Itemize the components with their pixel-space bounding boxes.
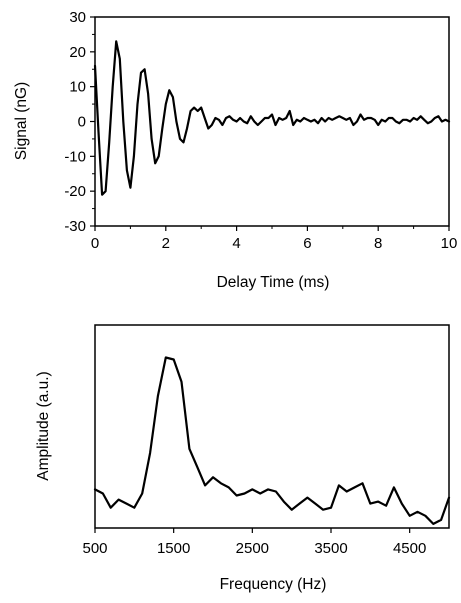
signal-time-chart: -30 -20 -10 0 10 20 30 0 2 4 6 8 10 Signal (nG) Del… (13, 9, 457, 291)
y-tick-label: 10 (69, 79, 86, 96)
y-tick-label: 0 (78, 114, 86, 131)
x-axis-label: Frequency (Hz) (220, 576, 327, 593)
x-tick-label: 6 (303, 235, 311, 252)
x-tick-label: 4 (232, 235, 240, 252)
y-tick-label: -30 (64, 218, 86, 235)
x-tick-label: 10 (441, 235, 458, 252)
x-tick-label: 2 (162, 235, 170, 252)
amplitude-series-line (93, 356, 451, 525)
x-tick-label: 1500 (157, 540, 190, 557)
x-ticks: 500 1500 2500 3500 4500 (82, 528, 426, 557)
y-tick-label: 20 (69, 44, 86, 61)
amplitude-frequency-chart: 500 1500 2500 3500 4500 Amplitude (a.u.) Fre… (35, 324, 451, 593)
x-tick-label: 4500 (393, 540, 426, 557)
x-tick-label: 8 (374, 235, 382, 252)
signal-series-line (93, 40, 451, 196)
x-axis-label: Delay Time (ms) (217, 274, 330, 291)
x-tick-label: 2500 (236, 540, 269, 557)
y-ticks: -30 -20 -10 0 10 20 30 (64, 9, 95, 235)
x-tick-label: 0 (91, 235, 99, 252)
y-axis-label: Signal (nG) (13, 82, 30, 160)
y-tick-label: 30 (69, 9, 86, 26)
plot-frame (94, 324, 450, 529)
y-tick-label: -10 (64, 148, 86, 165)
y-axis-label: Amplitude (a.u.) (35, 371, 52, 480)
x-ticks: 0 2 4 6 8 10 (91, 226, 458, 252)
minor-ticks (92, 33, 415, 229)
x-tick-label: 3500 (314, 540, 347, 557)
y-tick-label: -20 (64, 183, 86, 200)
x-tick-label: 500 (82, 540, 107, 557)
